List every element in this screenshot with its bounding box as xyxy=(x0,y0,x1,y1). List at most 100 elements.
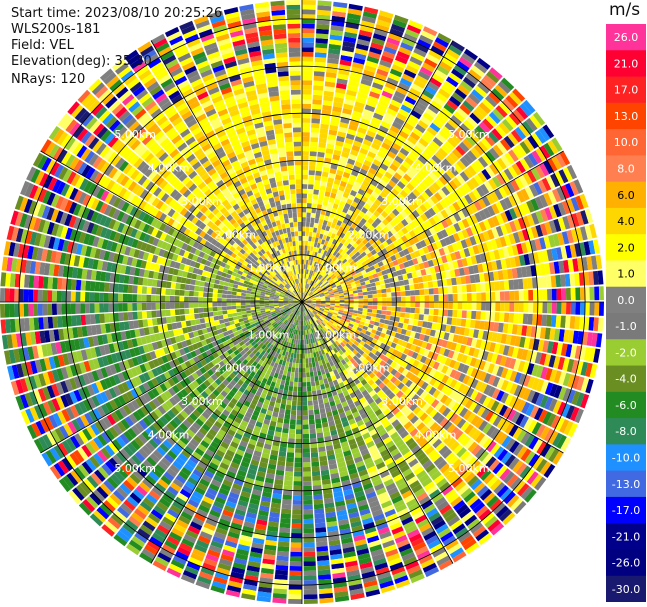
ray-gate xyxy=(292,495,302,501)
ray-gate xyxy=(346,243,353,250)
ray-gate xyxy=(341,285,347,289)
ray-gate xyxy=(412,319,419,326)
ray-gate xyxy=(447,492,460,504)
ray-gate xyxy=(495,354,503,365)
ray-gate xyxy=(542,250,549,263)
ray-gate xyxy=(437,372,445,382)
ray-gate xyxy=(424,58,438,69)
ray-gate xyxy=(404,240,411,248)
ray-gate xyxy=(440,229,449,238)
ray-gate xyxy=(424,295,430,302)
ray-gate xyxy=(589,286,595,301)
ray-gate xyxy=(325,284,331,288)
ray-gate xyxy=(592,239,600,254)
ray-gate xyxy=(306,212,311,218)
ray-gate xyxy=(354,251,361,258)
ray-gate xyxy=(473,463,485,475)
ray-gate xyxy=(483,384,492,396)
ray-gate xyxy=(325,235,331,242)
ray-gate xyxy=(386,238,393,245)
ray-gate xyxy=(453,64,467,76)
ray-gate xyxy=(552,450,564,465)
ray-gate xyxy=(465,227,474,237)
ray-gate xyxy=(586,256,593,271)
ray-gate xyxy=(407,91,419,101)
ray-gate xyxy=(330,300,335,302)
ray-gate xyxy=(360,118,371,126)
ray-gate xyxy=(336,220,343,227)
ray-gate xyxy=(567,259,574,273)
ray-gate xyxy=(302,28,315,34)
ray-gate xyxy=(531,132,543,147)
ray-gate xyxy=(408,502,420,512)
ray-gate xyxy=(454,88,467,100)
ray-gate xyxy=(347,8,362,16)
ray-gate xyxy=(338,291,344,294)
ray-gate xyxy=(329,39,342,46)
ray-gate xyxy=(345,255,351,261)
ray-gate xyxy=(419,456,430,466)
ray-gate xyxy=(534,238,542,251)
ray-gate xyxy=(319,128,329,135)
ray-gate xyxy=(311,461,320,467)
ray-gate xyxy=(337,236,343,243)
ray-gate xyxy=(331,20,345,27)
ray-gate xyxy=(312,288,316,293)
ray-gate xyxy=(307,264,310,270)
ray-gate xyxy=(459,407,469,418)
ray-gate xyxy=(329,295,335,298)
ray-gate xyxy=(426,432,436,442)
ray-gate xyxy=(329,307,335,311)
ray-gate xyxy=(316,28,329,35)
ray-gate xyxy=(551,302,557,314)
ray-gate xyxy=(291,533,302,538)
ray-gate xyxy=(358,295,364,299)
ray-gate xyxy=(395,311,401,317)
ray-gate xyxy=(317,289,323,293)
ray-gate xyxy=(296,424,302,430)
ray-gate xyxy=(506,474,519,487)
ray-gate xyxy=(333,270,339,276)
ray-gate xyxy=(424,288,430,295)
ray-gate xyxy=(558,386,567,401)
ray-gate xyxy=(344,27,359,34)
ray-gate xyxy=(556,302,562,314)
ray-gate xyxy=(368,298,373,302)
ray-gate xyxy=(491,260,498,271)
ray-gate xyxy=(544,382,554,396)
ray-gate xyxy=(465,72,479,85)
ray-gate xyxy=(359,25,374,33)
ray-gate xyxy=(396,390,404,399)
ray-gate xyxy=(381,293,387,298)
ray-gate xyxy=(437,189,447,199)
ray-gate xyxy=(302,84,312,90)
ray-gate xyxy=(565,245,572,259)
ray-gate xyxy=(332,342,338,348)
ray-gate xyxy=(315,247,320,253)
ray-gate xyxy=(551,248,559,261)
ray-gate xyxy=(391,297,397,302)
ray-gate xyxy=(304,245,308,251)
ray-gate xyxy=(361,328,367,334)
ray-gate xyxy=(343,292,349,296)
ray-gate xyxy=(477,198,487,209)
ray-gate xyxy=(334,145,343,152)
ray-gate xyxy=(317,263,321,269)
ray-gate xyxy=(356,214,363,222)
ray-gate xyxy=(344,299,350,302)
ray-gate xyxy=(511,268,518,279)
ray-gate xyxy=(311,208,317,214)
ray-gate xyxy=(332,277,338,282)
ray-gate xyxy=(407,324,413,331)
ray-gate xyxy=(276,555,289,562)
ray-gate xyxy=(566,214,575,229)
ray-gate xyxy=(422,459,433,470)
ray-gate xyxy=(305,226,310,232)
ray-gate xyxy=(474,447,486,459)
ray-gate xyxy=(500,333,508,344)
ray-gate xyxy=(330,344,336,350)
ray-gate xyxy=(571,390,581,406)
ray-gate xyxy=(302,245,305,251)
ray-gate xyxy=(412,227,421,236)
ray-gate xyxy=(382,218,390,226)
